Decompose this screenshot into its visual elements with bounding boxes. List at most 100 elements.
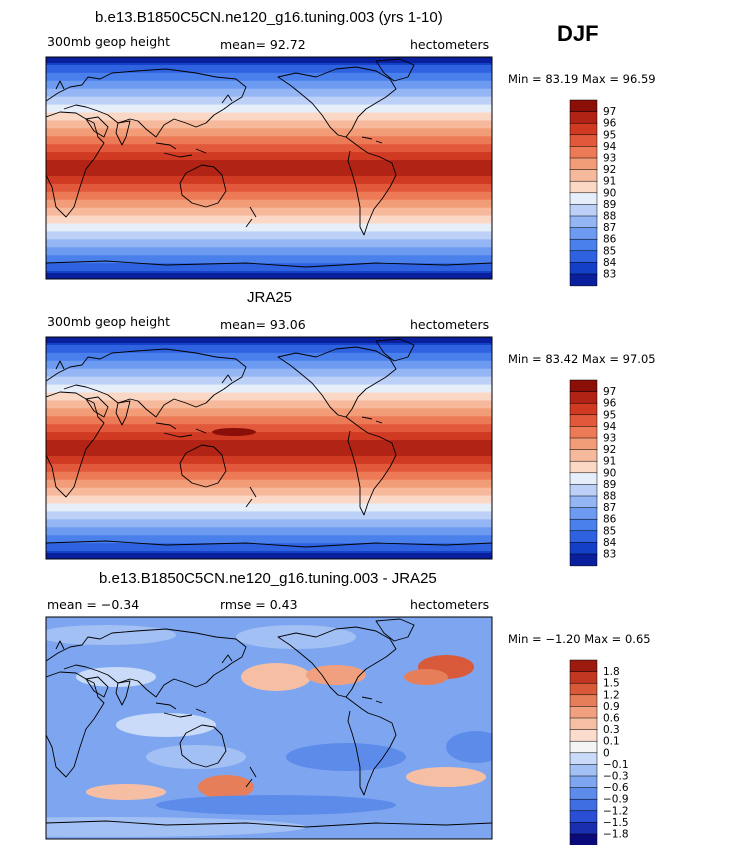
contour-band bbox=[46, 487, 492, 497]
anomaly-contour bbox=[241, 663, 311, 691]
anomaly-contour bbox=[146, 745, 246, 769]
colorbar-swatch bbox=[569, 507, 598, 520]
colorbar-swatch bbox=[569, 787, 598, 800]
panel-obs-minmax: Min = 83.42 Max = 97.05 bbox=[508, 352, 656, 366]
contour-band bbox=[46, 511, 492, 520]
contour-band bbox=[46, 344, 492, 354]
contour-band bbox=[46, 104, 492, 114]
colorbar-label: 97 bbox=[603, 386, 616, 398]
panel-model-field-label: 300mb geop height bbox=[47, 34, 170, 49]
colorbar-swatch bbox=[569, 671, 598, 684]
colorbar-swatch bbox=[569, 437, 598, 451]
contour-band bbox=[46, 455, 492, 465]
contour-band bbox=[46, 368, 492, 378]
colorbar-label: 92 bbox=[603, 444, 616, 456]
colorbar-swatch bbox=[569, 379, 598, 393]
colorbar-swatch bbox=[569, 717, 598, 731]
contour-band bbox=[46, 239, 492, 248]
colorbar-label: 1.8 bbox=[603, 666, 620, 678]
panel-model-units: hectometers bbox=[410, 37, 490, 52]
colorbar-label: −0.9 bbox=[603, 794, 629, 806]
colorbar-swatch bbox=[569, 542, 598, 555]
colorbar-swatch bbox=[569, 414, 598, 427]
colorbar-label: 91 bbox=[603, 176, 616, 188]
colorbar-swatch bbox=[569, 495, 598, 509]
max-contour-blob bbox=[212, 428, 256, 436]
colorbar-swatch bbox=[569, 157, 598, 171]
contour-band bbox=[46, 64, 492, 74]
contour-band bbox=[46, 400, 492, 409]
map-frame bbox=[45, 336, 493, 560]
colorbar-swatch bbox=[569, 99, 598, 113]
colorbar-label: 1.5 bbox=[603, 678, 620, 690]
colorbar-swatch bbox=[569, 146, 598, 159]
colorbar-label: 0.3 bbox=[603, 724, 620, 736]
contour-band bbox=[46, 191, 492, 201]
anomaly-contour bbox=[198, 775, 254, 799]
colorbar-label: −1.8 bbox=[603, 829, 629, 841]
colorbar-swatch bbox=[569, 227, 598, 240]
contour-band bbox=[46, 223, 492, 233]
colorbar-label: 96 bbox=[603, 118, 617, 130]
contour-band bbox=[46, 543, 492, 552]
contour-band bbox=[46, 416, 492, 425]
contour-band bbox=[46, 384, 492, 394]
colorbar-label: 89 bbox=[603, 479, 616, 491]
colorbar-label: 90 bbox=[603, 467, 616, 479]
contour-band bbox=[46, 57, 492, 63]
contour-band bbox=[46, 376, 492, 386]
contour-band bbox=[46, 207, 492, 217]
panel-model-mean: mean= 92.72 bbox=[220, 37, 306, 52]
colorbar-swatch bbox=[569, 215, 598, 229]
contour-band bbox=[46, 80, 492, 90]
panel-diff-minmax: Min = −1.20 Max = 0.65 bbox=[508, 632, 651, 646]
colorbar-label: 91 bbox=[603, 456, 616, 468]
contour-band bbox=[46, 471, 492, 481]
contour-band bbox=[46, 553, 492, 559]
contour-band bbox=[46, 424, 492, 433]
anomaly-contour bbox=[406, 767, 486, 787]
colorbar-label: 94 bbox=[603, 421, 617, 433]
colorbar-swatch bbox=[569, 238, 598, 252]
colorbar-swatch bbox=[569, 530, 598, 543]
contour-band bbox=[46, 479, 492, 489]
colorbar-swatch bbox=[569, 775, 598, 789]
colorbar-swatch bbox=[569, 449, 598, 462]
contour-band bbox=[46, 263, 492, 272]
colorbar-swatch bbox=[569, 180, 598, 194]
season-label: DJF bbox=[557, 21, 599, 46]
panel-model-title: b.e13.B1850C5CN.ne120_g16.tuning.003 (yr… bbox=[95, 9, 443, 26]
anomaly-contour bbox=[404, 669, 448, 685]
colorbar-swatch bbox=[569, 402, 598, 416]
colorbar-label: 97 bbox=[603, 106, 616, 118]
colorbar-label: −0.3 bbox=[603, 771, 629, 783]
colorbar-label: 95 bbox=[603, 129, 616, 141]
contour-band bbox=[46, 72, 492, 82]
contour-band bbox=[46, 527, 492, 536]
colorbar-label: −1.2 bbox=[603, 805, 629, 817]
colorbar-swatch bbox=[569, 250, 598, 263]
contour-band bbox=[46, 273, 492, 279]
colorbar-swatch bbox=[569, 798, 598, 812]
anomaly-contour bbox=[286, 743, 406, 771]
contour-band bbox=[46, 175, 492, 185]
colorbar-swatch bbox=[569, 822, 598, 835]
contour-band bbox=[46, 408, 492, 417]
colorbar-swatch bbox=[569, 262, 598, 275]
colorbar-swatch bbox=[569, 204, 598, 217]
anomaly-contour bbox=[46, 817, 306, 837]
colorbar-label: 0.9 bbox=[603, 701, 620, 713]
colorbar-label: 1.2 bbox=[603, 689, 620, 701]
colorbar-swatch bbox=[569, 729, 598, 742]
colorbar-swatch bbox=[569, 122, 598, 136]
panel-model-minmax: Min = 83.19 Max = 96.59 bbox=[508, 72, 656, 86]
colorbar-label: −0.6 bbox=[603, 782, 629, 794]
colorbar-swatch bbox=[569, 111, 598, 124]
contour-band bbox=[46, 160, 492, 169]
panel-obs-mean: mean= 93.06 bbox=[220, 317, 306, 332]
colorbar-label: 0.1 bbox=[603, 736, 620, 748]
colorbar-swatch bbox=[569, 706, 598, 719]
colorbar-swatch bbox=[569, 426, 598, 439]
contour-band bbox=[46, 88, 492, 98]
